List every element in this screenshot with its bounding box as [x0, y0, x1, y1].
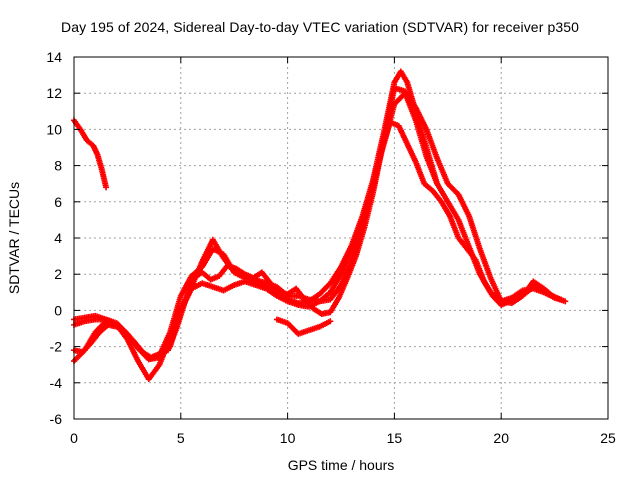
x-tick-label: 0: [70, 430, 78, 446]
series-track-5: [71, 84, 558, 363]
y-tick-label: -6: [50, 411, 63, 427]
x-tick-label: 25: [600, 430, 616, 446]
data-point: [558, 296, 565, 303]
x-tick-label: 10: [280, 430, 296, 446]
y-tick-label: 12: [46, 85, 62, 101]
x-tick-label: 20: [493, 430, 509, 446]
y-tick-label: 6: [54, 194, 62, 210]
y-tick-label: 4: [54, 230, 62, 246]
y-tick-label: 14: [46, 49, 62, 65]
data-layer: [71, 68, 569, 383]
series-track-6: [273, 316, 334, 337]
y-tick-label: 2: [54, 266, 62, 282]
data-point: [562, 298, 569, 305]
series-track-3: [71, 90, 569, 383]
grid-lines: [74, 57, 608, 419]
series-track-2: [71, 68, 441, 363]
series-track-1: [71, 117, 110, 191]
data-point: [327, 318, 334, 325]
series-track-4: [71, 119, 565, 361]
y-tick-label: 0: [54, 302, 62, 318]
data-point: [103, 184, 110, 191]
data-point: [551, 294, 558, 301]
chart-title: Day 195 of 2024, Sidereal Day-to-day VTE…: [61, 19, 579, 35]
y-tick-label: -2: [50, 339, 63, 355]
x-tick-label: 15: [387, 430, 403, 446]
x-tick-label: 5: [177, 430, 185, 446]
x-tick-labels: 0 5 10 15 20 25: [70, 430, 616, 446]
y-tick-label: 10: [46, 121, 62, 137]
y-tick-labels: -6 -4 -2 0 2 4 6 8 10 12 14: [46, 49, 62, 427]
y-tick-label: 8: [54, 158, 62, 174]
y-tick-label: -4: [50, 375, 63, 391]
y-axis-label: SDTVAR / TECUs: [6, 181, 22, 295]
tick-marks: [73, 56, 609, 420]
x-axis-label: GPS time / hours: [287, 457, 395, 473]
